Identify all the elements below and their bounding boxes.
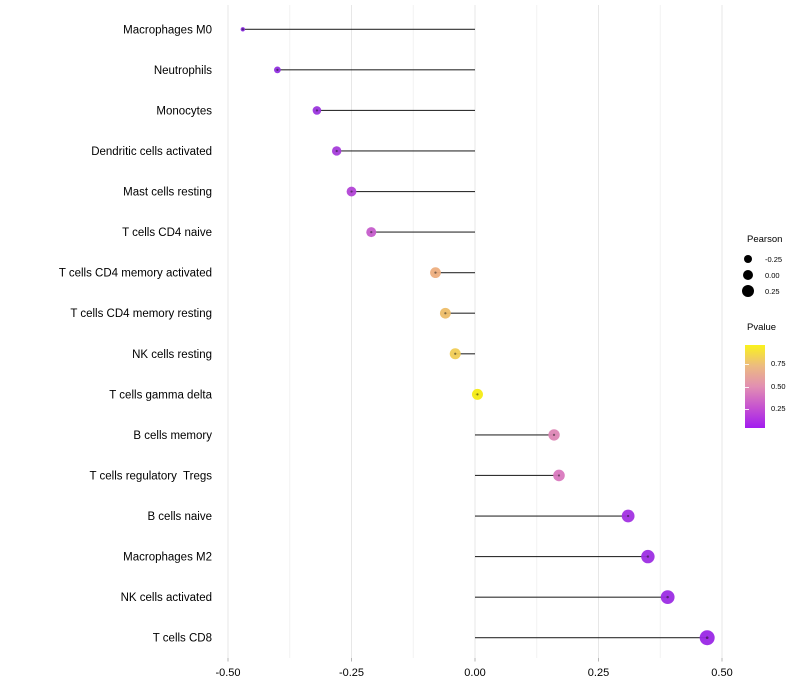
pvalue-tick-mark [745, 387, 749, 388]
lollipop-point-center [552, 433, 556, 436]
pearson-legend-item: 0.00 [733, 267, 800, 283]
y-axis-label: Macrophages M2 [123, 552, 212, 564]
x-tick-label: -0.25 [339, 667, 364, 679]
pvalue-tick-label: 0.25 [771, 404, 786, 413]
lollipop-point-center [335, 149, 338, 153]
pvalue-tick-mark [745, 364, 749, 365]
lollipop-point-center [454, 352, 457, 355]
y-axis-label: Neutrophils [154, 65, 212, 77]
y-axis-label: Dendritic cells activated [91, 146, 212, 158]
y-axis-label: T cells CD8 [153, 633, 212, 645]
lollipop-point-center [350, 190, 353, 193]
pvalue-colorbar: 0.75 0.50 0.25 [745, 345, 786, 428]
lollipop-point-center [557, 474, 561, 477]
y-axis-label: T cells CD4 naive [122, 227, 212, 239]
y-axis-label: Monocytes [156, 105, 212, 117]
pvalue-tick-label: 0.75 [771, 359, 786, 368]
lollipop-point-center [370, 231, 373, 234]
pearson-size-dot [743, 254, 753, 264]
y-axis-label: B cells memory [133, 430, 212, 442]
lollipop-point-center [666, 595, 669, 599]
pvalue-tick-label: 0.50 [771, 382, 786, 391]
y-axis-label: T cells CD4 memory resting [70, 308, 212, 320]
x-tick-label: -0.50 [215, 667, 240, 679]
pvalue-legend-title: Pvalue [747, 322, 777, 333]
y-axis-label: T cells gamma delta [109, 389, 212, 401]
pearson-size-label: 0.25 [765, 286, 780, 296]
pearson-legend-item: 0.25 [733, 283, 800, 299]
x-tick-label: 0.25 [588, 667, 609, 679]
lollipop-point-center [476, 393, 479, 396]
lollipop-point-center [626, 514, 630, 518]
pearson-size-dot [742, 269, 754, 281]
lollipop-point-center [646, 555, 650, 558]
pearson-legend-items: -0.25 0.00 0.25 [733, 251, 800, 299]
pearson-legend-title: Pearson [747, 234, 783, 245]
lollipop-point-center [434, 271, 437, 274]
y-axis-label: T cells CD4 memory activated [59, 268, 212, 280]
pearson-size-dot [741, 284, 755, 298]
lollipop-point-center [444, 312, 447, 315]
pearson-legend-item: -0.25 [733, 251, 800, 267]
y-axis-label: NK cells activated [121, 592, 212, 604]
lollipop-point-center [315, 109, 319, 112]
lollipop-point-center [241, 28, 244, 31]
pearson-size-label: 0.00 [765, 270, 780, 280]
y-axis-label: Macrophages M0 [123, 24, 212, 36]
y-axis-label: T cells regulatory Tregs [89, 470, 212, 482]
lollipop-point-center [705, 636, 709, 640]
x-tick-label: 0.50 [711, 667, 732, 679]
y-axis-label: B cells naive [147, 511, 212, 523]
y-axis-label: Mast cells resting [123, 187, 212, 199]
pvalue-tick-mark [745, 409, 749, 410]
pearson-size-label: -0.25 [765, 254, 783, 264]
x-tick-label: 0.00 [464, 667, 485, 679]
legend-panel: Pearson -0.25 0.00 0.25 Pvalue 0.75 0.50 0.2… [733, 234, 800, 428]
pvalue-gradient-bar [745, 345, 765, 428]
lollipop-point-center [276, 68, 279, 71]
y-axis-label: NK cells resting [132, 349, 212, 361]
